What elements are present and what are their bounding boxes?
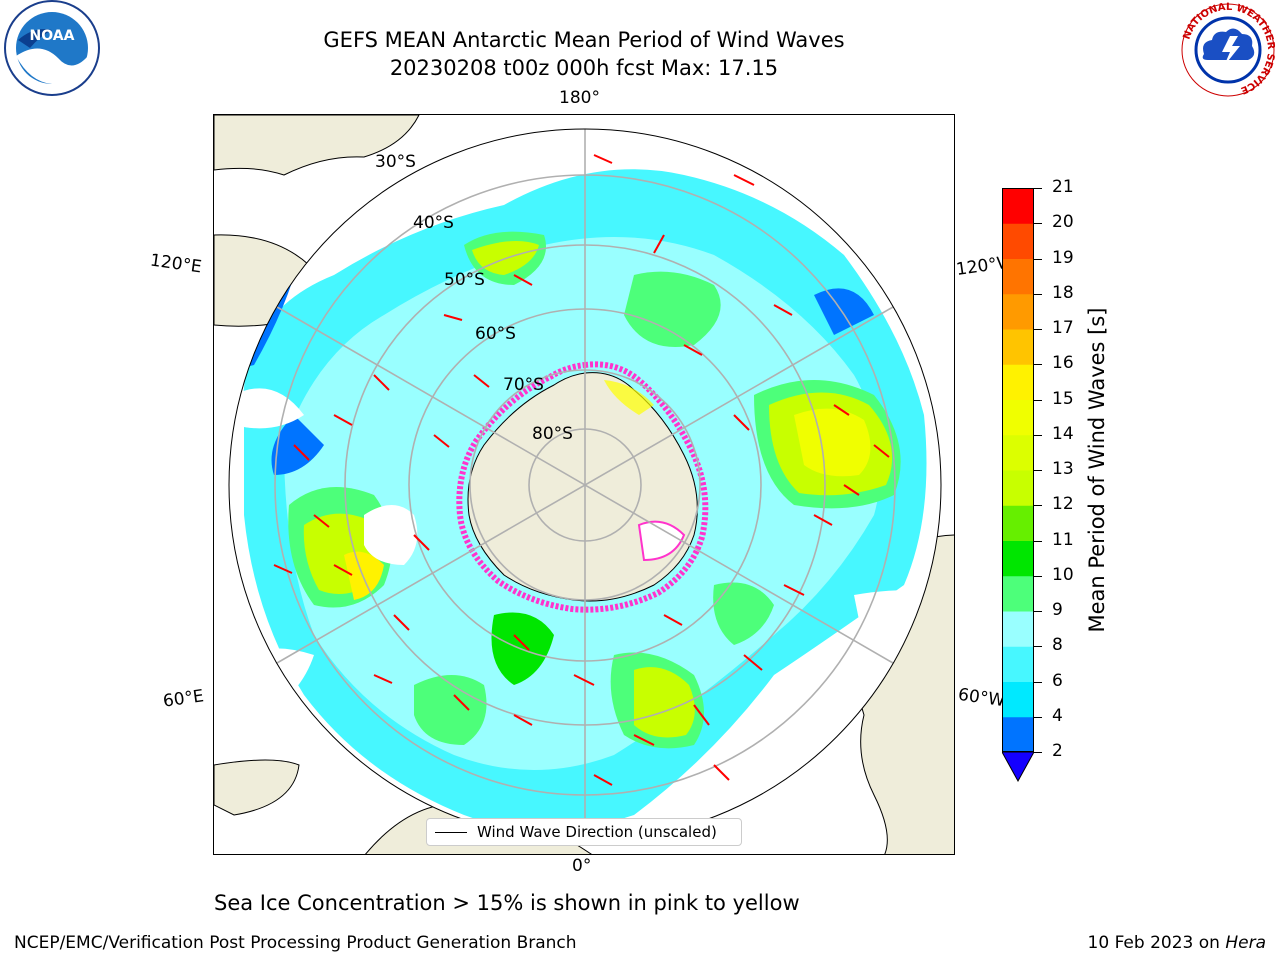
colorbar-tick-label: 20 — [1052, 212, 1074, 233]
legend-label: Wind Wave Direction (unscaled) — [477, 823, 717, 841]
colorbar-tick — [1034, 752, 1042, 753]
lon-label-0: 0° — [572, 856, 592, 876]
colorbar-segment — [1002, 611, 1034, 647]
colorbar-tick-label: 6 — [1052, 670, 1063, 691]
colorbar-tick-label: 17 — [1052, 318, 1074, 338]
lat-label-50s: 50°S — [444, 270, 485, 290]
colorbar-tick — [1034, 716, 1042, 718]
land-australia — [214, 115, 420, 176]
colorbar-segment — [1002, 364, 1034, 400]
colorbar-tick-label: 2 — [1052, 741, 1063, 761]
colorbar-segment — [1002, 646, 1034, 682]
colorbar-segment — [1002, 188, 1034, 224]
footer-date: 10 Feb 2023 on Hera — [1088, 933, 1266, 953]
colorbar-tick-label: 19 — [1052, 247, 1074, 268]
colorbar-segment — [1002, 399, 1034, 436]
colorbar-segment — [1002, 258, 1034, 295]
lon-label-60e: 60°E — [161, 686, 206, 712]
colorbar-tick — [1034, 364, 1042, 366]
lon-label-180: 180° — [559, 88, 600, 108]
polar-map — [213, 114, 955, 855]
footer-host: Hera — [1225, 933, 1266, 953]
colorbar-label: Mean Period of Wind Waves [s] — [1085, 307, 1109, 633]
colorbar-tick-label: 16 — [1052, 353, 1074, 374]
colorbar-tick-label: 18 — [1052, 282, 1074, 303]
colorbar-tick-label: 15 — [1052, 388, 1074, 409]
colorbar-tick — [1034, 434, 1042, 436]
colorbar — [1002, 188, 1034, 782]
colorbar-tick-label: 9 — [1052, 600, 1063, 620]
wind-wave-vectors — [273, 154, 890, 786]
colorbar-tick-label: 8 — [1052, 635, 1063, 656]
colorbar-tick-label: 10 — [1052, 564, 1074, 585]
colorbar-segment — [1002, 293, 1034, 330]
colorbar-tick-label: 21 — [1052, 177, 1074, 197]
colorbar-tick — [1034, 681, 1042, 683]
colorbar-tick-label: 12 — [1052, 494, 1074, 515]
legend-line-swatch — [435, 831, 467, 833]
colorbar-tick — [1034, 575, 1042, 577]
colorbar-tick — [1034, 611, 1042, 612]
colorbar-outline — [1002, 188, 1034, 752]
sea-ice-note: Sea Ice Concentration > 15% is shown in … — [214, 891, 1066, 915]
colorbar-segment — [1002, 470, 1034, 506]
nws-logo-icon: NATIONAL WEATHER SERVICE — [1181, 2, 1276, 97]
colorbar-segment — [1002, 505, 1034, 541]
colorbar-segment — [1002, 716, 1034, 753]
lat-label-40s: 40°S — [413, 213, 454, 233]
colorbar-tick — [1034, 540, 1042, 542]
colorbar-tick-label: 13 — [1052, 459, 1074, 479]
colorbar-tick — [1034, 188, 1042, 189]
colorbar-tick — [1034, 505, 1042, 507]
colorbar-tick — [1034, 399, 1042, 401]
colorbar-tick — [1034, 646, 1042, 648]
colorbar-segment — [1002, 540, 1034, 577]
map-legend: Wind Wave Direction (unscaled) — [426, 818, 742, 846]
colorbar-tick — [1034, 258, 1042, 260]
colorbar-tick-label: 11 — [1052, 529, 1074, 550]
sea-ice-edge — [456, 361, 709, 613]
footer-credit: NCEP/EMC/Verification Post Processing Pr… — [14, 933, 577, 953]
colorbar-segment — [1002, 223, 1034, 259]
sea-ice-note-text: Sea Ice Concentration > 15% is shown in … — [214, 891, 800, 915]
lon-label-120e: 120°E — [148, 250, 203, 278]
colorbar-segment — [1002, 329, 1034, 365]
polar-map-canvas — [214, 115, 954, 854]
colorbar-segment — [1002, 575, 1034, 612]
colorbar-tick-label: 4 — [1052, 705, 1063, 726]
colorbar-tick — [1034, 329, 1042, 330]
land-africa — [214, 759, 300, 816]
noaa-logo-icon: NOAA — [4, 0, 100, 96]
colorbar-tick — [1034, 470, 1042, 471]
footer-date-text: 10 Feb 2023 on — [1087, 933, 1226, 953]
graticule — [229, 129, 941, 841]
lat-label-80s: 80°S — [532, 424, 573, 444]
noaa-logo-text: NOAA — [30, 28, 75, 44]
lat-label-60s: 60°S — [475, 324, 516, 344]
colorbar-segment — [1002, 434, 1034, 471]
colorbar-tick-label: 14 — [1052, 423, 1074, 444]
lat-label-70s: 70°S — [503, 375, 544, 395]
lat-label-30s: 30°S — [375, 152, 416, 172]
lon-label-60w: 60°W — [956, 684, 1007, 712]
colorbar-tick — [1034, 293, 1042, 295]
map-title: GEFS MEAN Antarctic Mean Period of Wind … — [323, 28, 845, 52]
colorbar-under-arrow — [1002, 751, 1034, 782]
colorbar-tick — [1034, 223, 1042, 225]
map-subtitle: 20230208 t00z 000h fcst Max: 17.15 — [389, 56, 779, 80]
colorbar-segment — [1002, 681, 1034, 718]
